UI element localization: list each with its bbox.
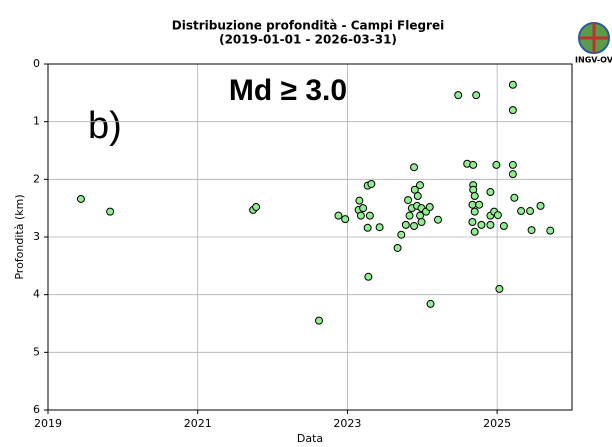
point <box>508 106 517 115</box>
point <box>341 215 350 224</box>
point <box>508 170 517 179</box>
x-tick-label: 2025 <box>483 417 511 430</box>
point <box>106 207 115 216</box>
y-tick-label: 4 <box>33 288 40 301</box>
point <box>410 185 419 194</box>
point <box>475 200 484 209</box>
point <box>397 230 406 239</box>
y-tick-label: 1 <box>33 115 40 128</box>
point <box>470 227 479 236</box>
point <box>417 218 426 227</box>
y-tick-label: 0 <box>33 57 40 70</box>
point <box>76 194 85 203</box>
y-tick-label: 6 <box>33 403 40 416</box>
logo-cross <box>580 23 608 53</box>
y-tick-label: 2 <box>33 172 40 185</box>
point <box>486 220 495 229</box>
point <box>393 243 402 252</box>
point <box>469 185 478 194</box>
x-tick-label: 2021 <box>184 417 212 430</box>
point <box>314 316 323 325</box>
point <box>468 218 477 227</box>
point <box>499 222 508 231</box>
point <box>413 192 422 201</box>
plot-frame <box>47 63 573 411</box>
point <box>410 163 419 172</box>
point <box>526 207 535 216</box>
point <box>486 188 495 197</box>
logo: INGV-OV <box>575 22 612 65</box>
point <box>510 193 519 202</box>
point <box>405 211 414 220</box>
point <box>517 207 526 216</box>
point <box>527 226 536 235</box>
point <box>359 204 368 213</box>
point <box>356 211 365 220</box>
point <box>536 201 545 210</box>
point <box>365 211 374 220</box>
point <box>470 192 479 201</box>
chart-title: Distribuzione profondità - Campi Flegrei <box>172 19 444 33</box>
point <box>363 223 372 232</box>
point <box>470 207 479 216</box>
magnitude-label: Md ≥ 3.0 <box>229 74 347 107</box>
chart-subtitle: (2019-01-01 - 2026-03-31) <box>219 33 397 47</box>
point <box>546 226 555 235</box>
point <box>508 80 517 89</box>
point <box>426 299 435 308</box>
point <box>252 203 261 212</box>
point <box>434 215 443 224</box>
point <box>375 223 384 232</box>
y-axis-label: Profondità (km) <box>13 194 26 279</box>
point <box>410 222 419 231</box>
point <box>425 203 434 212</box>
x-axis-label: Data <box>297 432 323 445</box>
point <box>355 196 364 205</box>
point <box>472 91 481 100</box>
point <box>454 91 463 100</box>
point <box>468 200 477 209</box>
point <box>469 160 478 169</box>
point <box>404 196 413 205</box>
y-tick-label: 3 <box>33 230 40 243</box>
point <box>416 181 425 190</box>
point <box>477 220 486 229</box>
point <box>495 284 504 293</box>
point <box>334 211 343 220</box>
point <box>367 179 376 188</box>
point <box>364 272 373 281</box>
x-tick-label: 2023 <box>333 417 361 430</box>
point <box>508 160 517 169</box>
point <box>492 160 501 169</box>
x-tick-label: 2019 <box>34 417 62 430</box>
y-tick-label: 5 <box>33 345 40 358</box>
point <box>401 220 410 229</box>
logo-text: INGV-OV <box>575 56 612 65</box>
point <box>493 211 502 220</box>
panel-label: b) <box>88 105 122 147</box>
